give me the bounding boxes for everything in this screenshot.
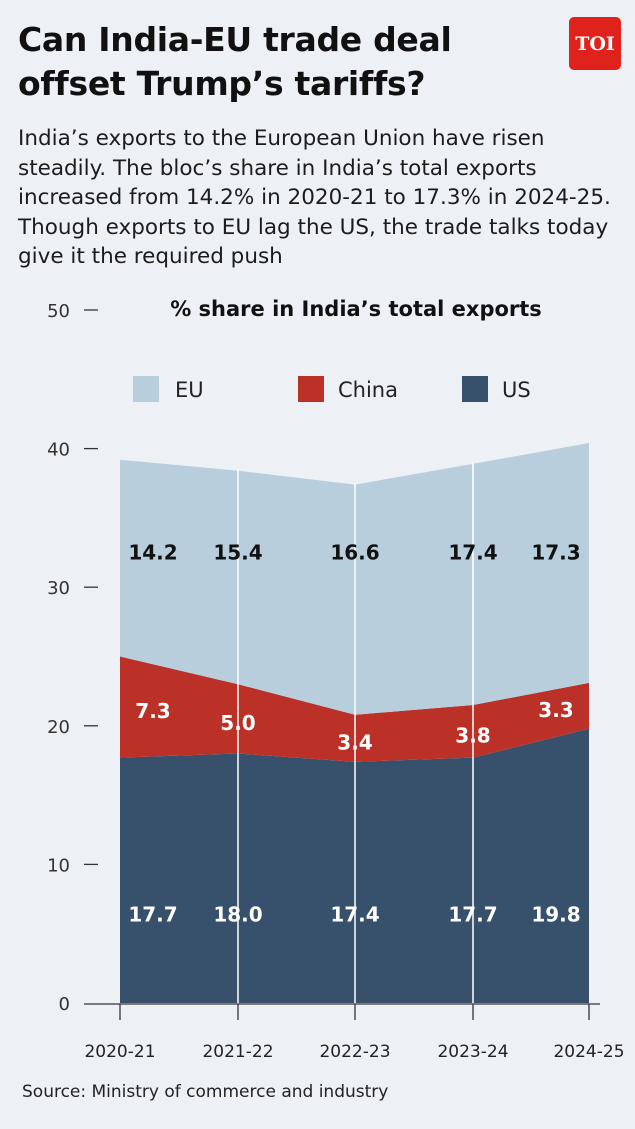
x-tick-label: 2020-21 (84, 1042, 155, 1062)
data-label-us: 17.7 (128, 902, 177, 926)
legend-label-china: China (338, 378, 398, 402)
source-note: Source: Ministry of commerce and industr… (22, 1082, 389, 1102)
legend-swatch-us (462, 376, 488, 402)
legend-swatch-eu (133, 376, 159, 402)
data-label-us: 18.0 (213, 902, 262, 926)
x-tick-label: 2021-22 (202, 1042, 273, 1062)
x-tick-label: 2022-23 (319, 1042, 390, 1062)
data-label-eu: 14.2 (128, 541, 177, 565)
data-label-china: 3.4 (337, 730, 372, 754)
data-label-us: 19.8 (531, 902, 580, 926)
chart-title-heading: Can India-EU trade deal offset Trump’s t… (18, 20, 452, 103)
y-tick-label: 50 (47, 301, 70, 322)
legend-swatch-china (298, 376, 324, 402)
data-label-eu: 15.4 (213, 541, 262, 565)
y-tick-label: 40 (47, 440, 70, 461)
legend-label-eu: EU (175, 378, 204, 402)
data-label-us: 17.7 (448, 902, 497, 926)
subtitle: India’s exports to the European Union ha… (18, 126, 611, 269)
data-label-eu: 17.4 (448, 541, 497, 565)
y-tick-label: 10 (47, 855, 70, 876)
y-tick-label: 0 (59, 994, 70, 1015)
y-tick-label: 30 (47, 578, 70, 599)
chart-title: % share in India’s total exports (170, 297, 542, 321)
y-tick-label: 20 (47, 717, 70, 738)
x-tick-label: 2023-24 (437, 1042, 508, 1062)
legend-label-us: US (502, 378, 531, 402)
data-label-china: 3.3 (538, 698, 573, 722)
data-label-us: 17.4 (330, 902, 379, 926)
data-label-eu: 17.3 (531, 541, 580, 565)
data-label-china: 3.8 (455, 724, 490, 748)
data-label-china: 7.3 (135, 699, 170, 723)
data-label-eu: 16.6 (330, 541, 379, 565)
data-label-china: 5.0 (220, 711, 255, 735)
x-tick-label: 2024-25 (553, 1042, 624, 1062)
toi-logo: TOI (569, 17, 621, 70)
